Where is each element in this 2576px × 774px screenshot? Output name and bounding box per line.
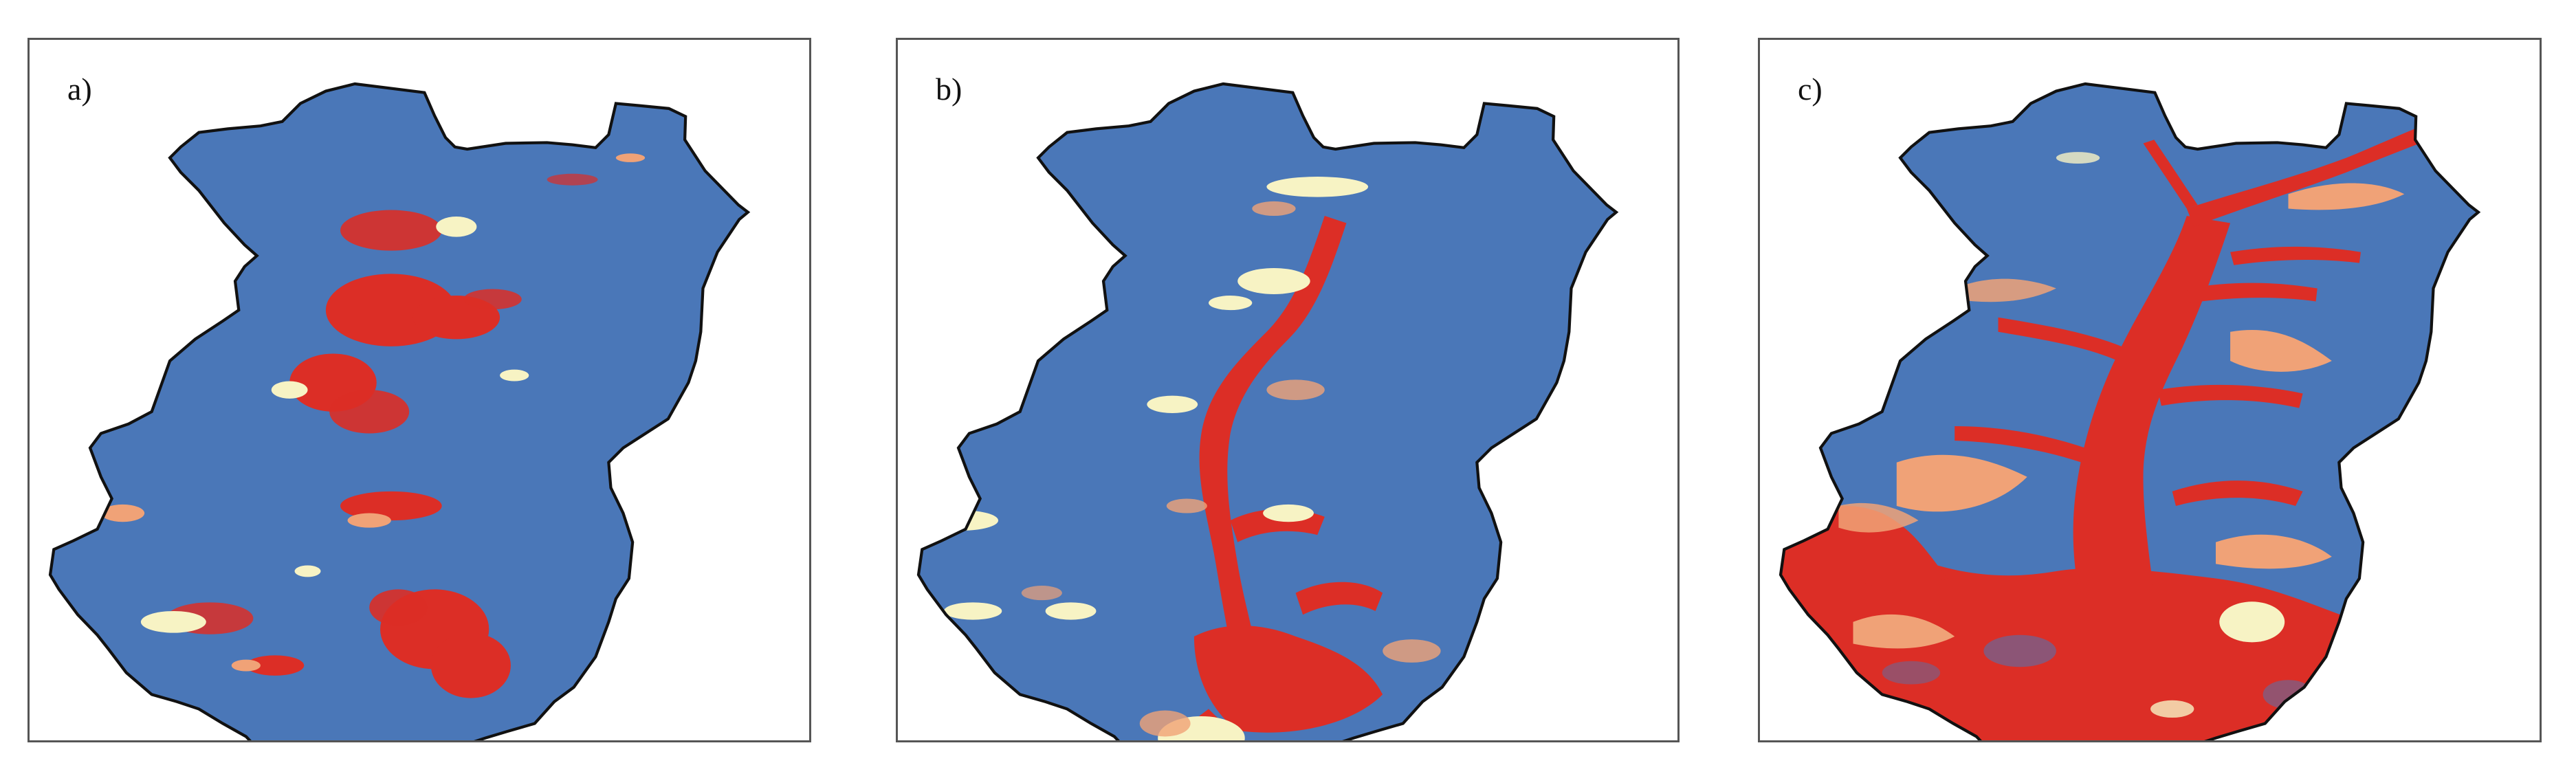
panel-label-c: c) (1798, 71, 1823, 107)
map-panel-c: c) (1758, 38, 2542, 742)
basin-map-c (1779, 82, 2481, 740)
panel-label-a: a) (67, 71, 92, 107)
map-panel-a: a) (27, 38, 811, 742)
panel-label-b: b) (936, 71, 962, 107)
basin-map-a (48, 82, 751, 740)
basin-map-b (916, 82, 1619, 740)
hazard-zones-a (100, 153, 646, 698)
map-panel-b: b) (896, 38, 1680, 742)
hazard-zones-b (925, 177, 1441, 740)
